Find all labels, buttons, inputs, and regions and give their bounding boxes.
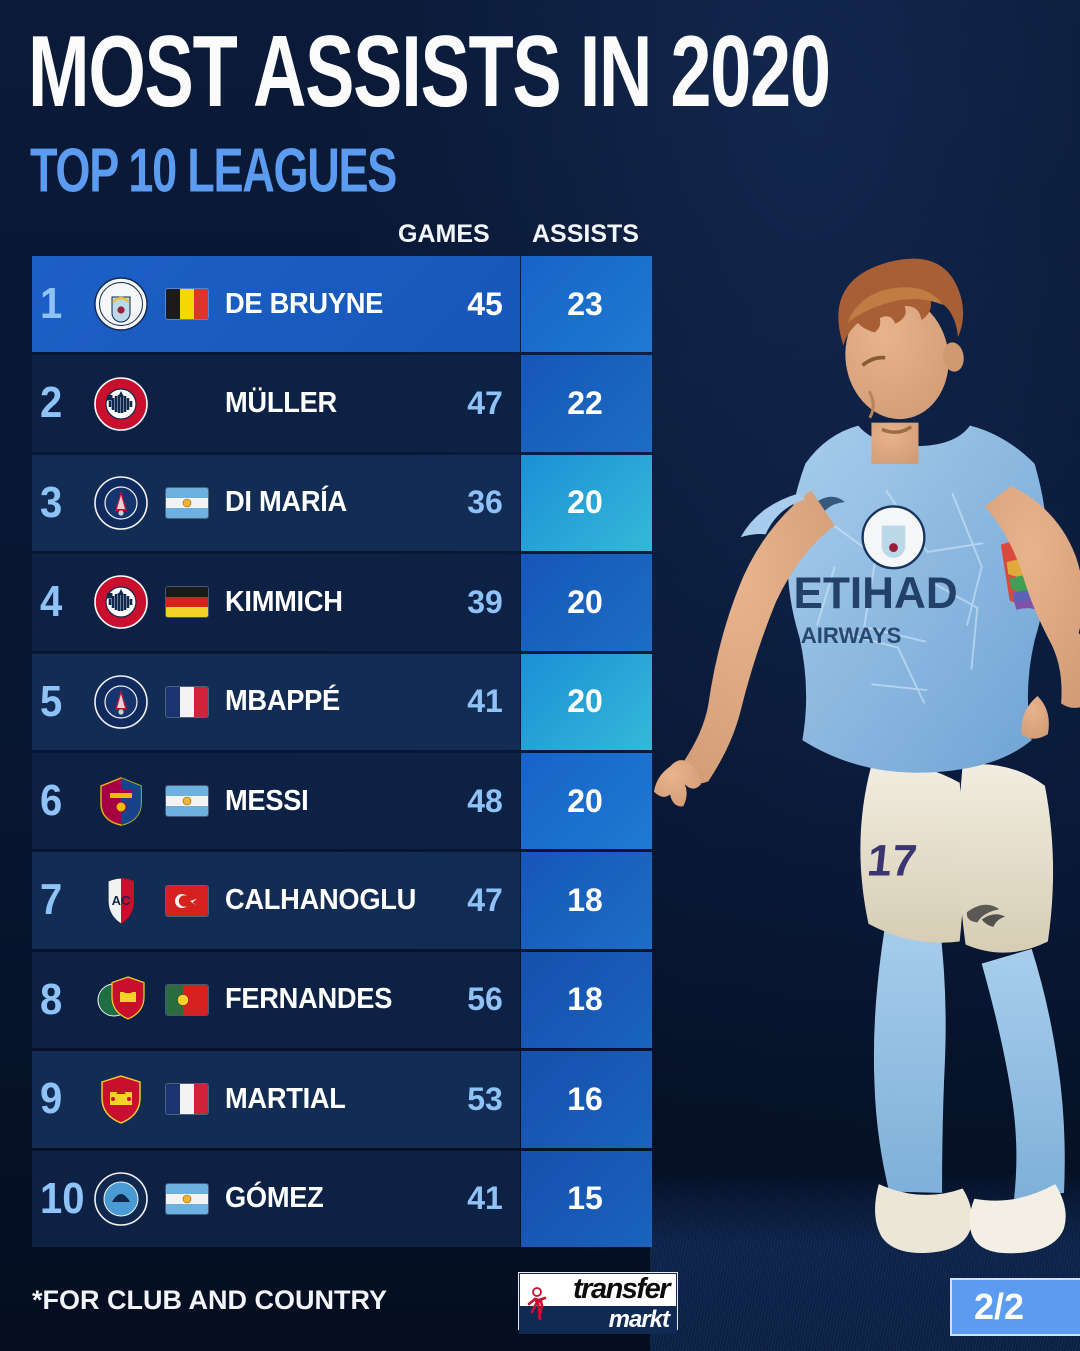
- svg-text:ETIHAD: ETIHAD: [794, 569, 958, 618]
- svg-text:AIRWAYS: AIRWAYS: [801, 623, 901, 648]
- svg-text:AC: AC: [112, 893, 131, 908]
- svg-text:17: 17: [865, 837, 919, 886]
